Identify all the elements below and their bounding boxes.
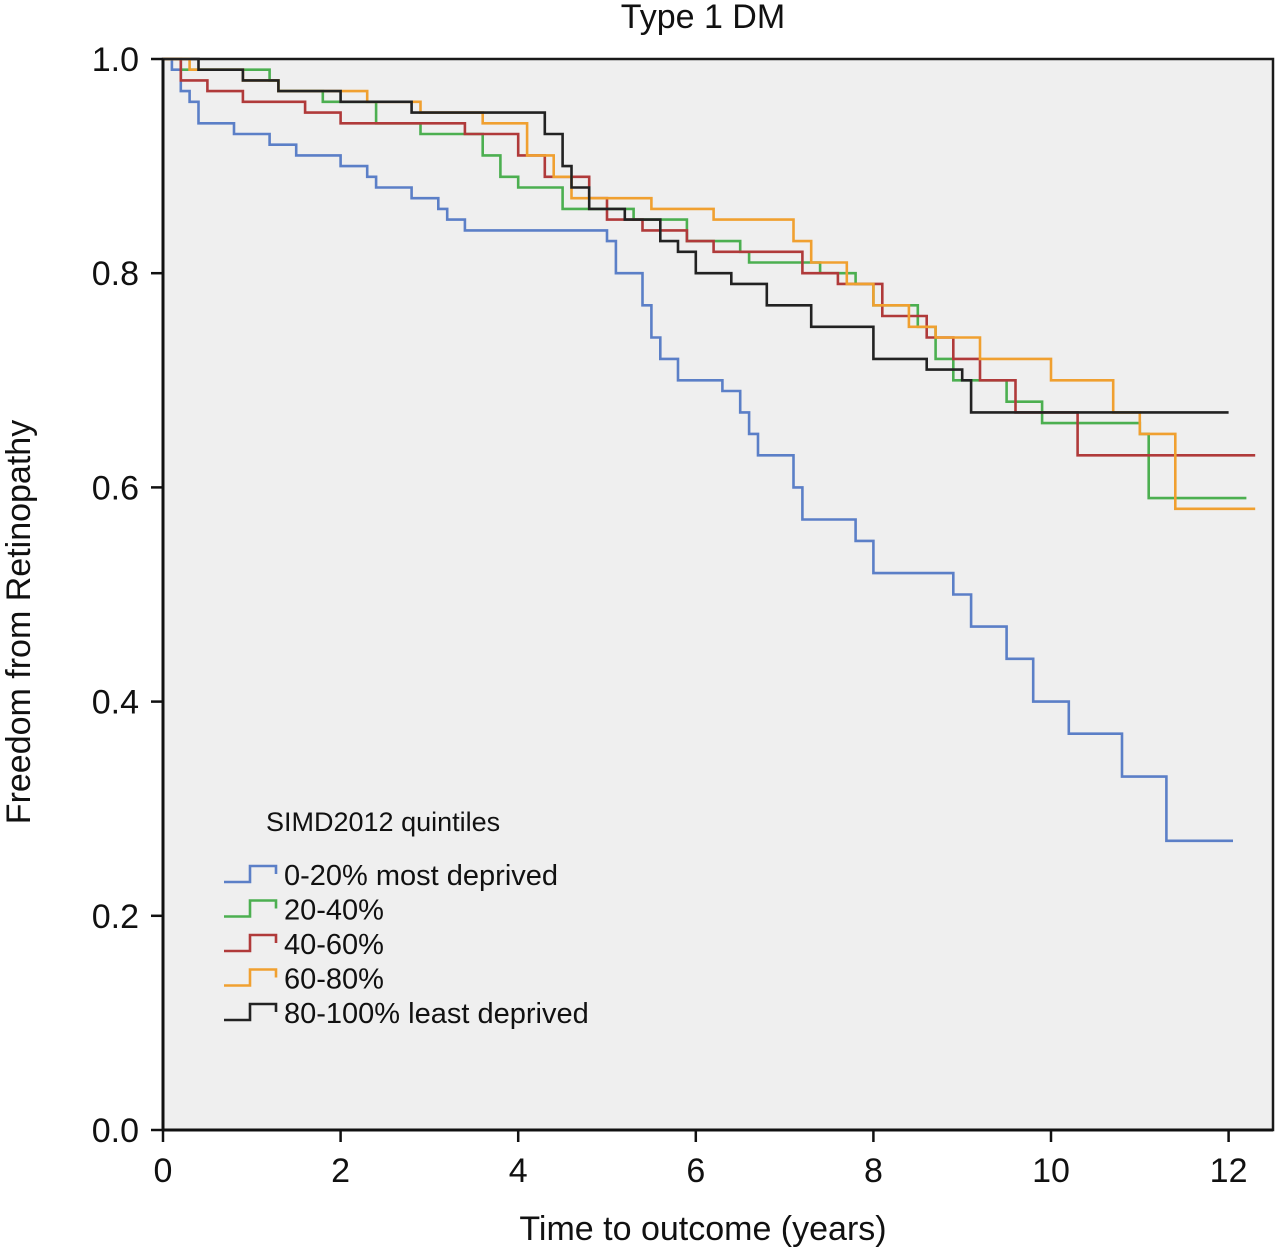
legend-items: 0-20% most deprived20-40%40-60%60-80%80-…	[224, 860, 589, 1030]
x-tick-label: 8	[864, 1152, 883, 1190]
x-tick-label: 6	[686, 1152, 705, 1190]
y-axis-title: Freedom from Retinopathy	[0, 420, 38, 824]
axes-layer	[161, 59, 1273, 1132]
legend-item: 20-40%	[224, 895, 384, 927]
legend: SIMD2012 quintiles 0-20% most deprived20…	[224, 807, 589, 1030]
legend-label: 20-40%	[284, 895, 384, 927]
legend-swatch	[224, 933, 278, 953]
x-tick-label: 10	[1032, 1152, 1070, 1190]
chart-title: Type 1 DM	[621, 0, 785, 36]
y-tick-label: 0.2	[92, 898, 139, 936]
y-tick-label: 0.6	[92, 469, 139, 507]
legend-swatch	[224, 899, 278, 918]
series-line-3	[163, 57, 1256, 511]
series-line-0	[163, 57, 1233, 843]
series-line-4	[163, 57, 1229, 414]
legend-label: 40-60%	[284, 929, 384, 961]
legend-swatch	[224, 968, 278, 987]
legend-label: 80-100% least deprived	[284, 998, 589, 1030]
legend-item: 40-60%	[224, 929, 384, 961]
legend-item: 60-80%	[224, 964, 384, 996]
y-tick-label: 1.0	[92, 41, 139, 79]
legend-label: 0-20% most deprived	[284, 860, 558, 892]
x-tick-label: 12	[1210, 1152, 1248, 1190]
y-tick-label: 0.4	[92, 684, 139, 722]
legend-swatch	[224, 1002, 278, 1022]
legend-swatch	[224, 864, 278, 884]
y-tick-label: 0.8	[92, 255, 139, 293]
plot-area	[161, 57, 1275, 1132]
x-axis-title: Time to outcome (years)	[519, 1210, 886, 1248]
series-layer	[163, 57, 1256, 843]
legend-title: SIMD2012 quintiles	[266, 807, 500, 837]
legend-item: 80-100% least deprived	[224, 998, 589, 1030]
y-tick-label: 0.0	[92, 1112, 139, 1150]
x-tick-label: 2	[331, 1152, 350, 1190]
x-tick-label: 4	[509, 1152, 528, 1190]
legend-item: 0-20% most deprived	[224, 860, 558, 892]
x-tick-label: 0	[154, 1152, 173, 1190]
ticks-layer: 0 2 4 6 8 10 12 0.0 0.2 0.4 0.6 0.8 1.0	[92, 41, 1248, 1190]
legend-label: 60-80%	[284, 964, 384, 996]
